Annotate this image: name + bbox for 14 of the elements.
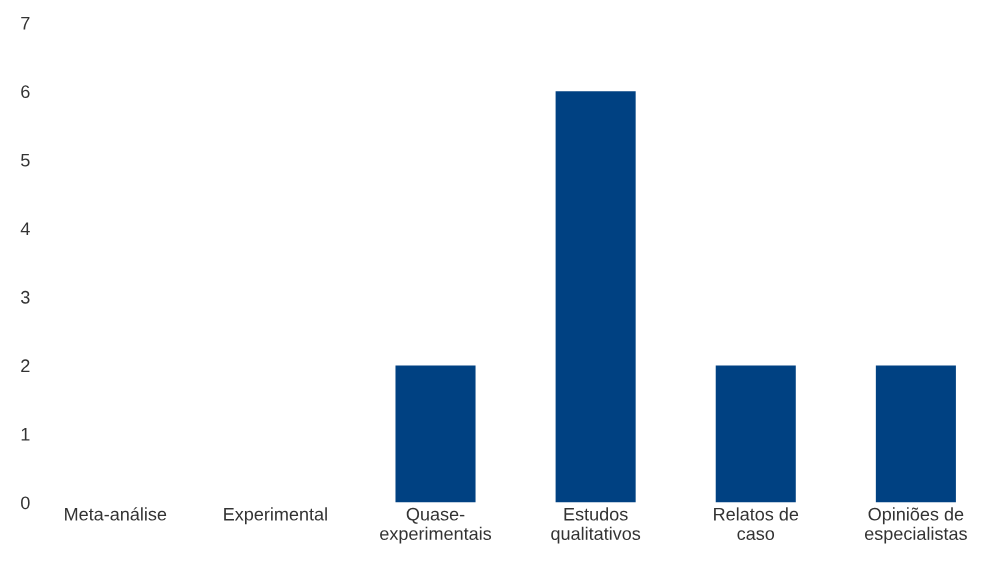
x-tick-label: Quase- experimentais	[380, 507, 492, 544]
y-tick-label: 5	[21, 154, 30, 167]
x-tick-label: Meta-análise	[65, 507, 167, 521]
y-tick-label: 2	[21, 359, 30, 372]
x-tick-label: Experimental	[224, 507, 327, 525]
y-tick-label: 1	[21, 428, 30, 441]
x-tick-label: Relatos de caso	[714, 507, 799, 541]
y-tick-label: 6	[21, 85, 30, 99]
y-tick-label: 4	[20, 222, 30, 235]
x-tick-label: Estudos qualitativos	[551, 507, 641, 544]
x-tick-label: Opiniões de especialistas	[864, 507, 967, 544]
y-tick-label: 0	[21, 496, 30, 510]
y-tick-label: 3	[21, 290, 30, 304]
y-tick-label: 7	[21, 16, 30, 30]
